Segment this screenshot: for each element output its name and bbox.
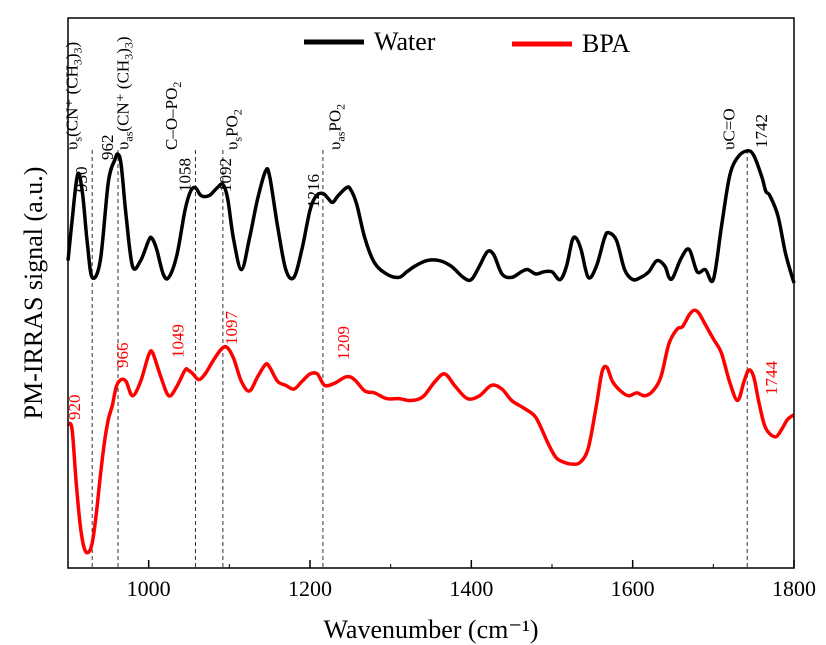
x-axis-title: Wavenumber (cm⁻¹) xyxy=(323,615,538,644)
y-axis-title: PM-IRRAS signal (a.u.) xyxy=(19,167,48,420)
series-line-bpa xyxy=(66,308,795,555)
peak-label-water: 1058 xyxy=(175,158,194,192)
band-annotation: υC=O xyxy=(719,108,738,150)
x-tick-label: 1600 xyxy=(611,576,655,601)
peak-label-bpa: 1209 xyxy=(334,326,353,360)
legend-label-bpa: BPA xyxy=(582,29,630,58)
peak-label-water: 1092 xyxy=(216,158,235,192)
band-annotation: υsPO2 xyxy=(222,109,244,150)
peak-label-bpa: 1049 xyxy=(168,324,187,358)
x-tick-label: 1400 xyxy=(449,576,493,601)
x-tick-label: 1200 xyxy=(288,576,332,601)
peak-label-water: 1216 xyxy=(304,174,323,208)
x-tick-label: 1000 xyxy=(127,576,171,601)
peak-label-bpa: 1744 xyxy=(762,361,781,396)
peak-label-water: 930 xyxy=(72,167,91,193)
legend-label-water: Water xyxy=(374,27,436,56)
peak-label-bpa: 1097 xyxy=(222,311,241,346)
band-annotation: υs(CN⁺ (CH3)3) xyxy=(63,42,85,150)
x-tick-label: 1800 xyxy=(772,576,816,601)
peak-label-water: 962 xyxy=(98,135,117,161)
legend: Water BPA xyxy=(304,27,630,58)
plot-frame xyxy=(67,17,795,569)
series-line-water xyxy=(66,148,796,284)
peak-label-bpa: 966 xyxy=(113,343,132,369)
band-annotation: C–O–PO2 xyxy=(162,82,184,150)
band-annotation: υas(CN⁺ (CH3)3) xyxy=(114,36,136,150)
peak-label-water: 1742 xyxy=(752,114,771,148)
plot-area: 930 920 962 966 1058 1049 1092 1097 1216 1209 1742… xyxy=(63,36,796,568)
peak-label-bpa: 920 xyxy=(65,395,84,421)
band-annotation: υasPO2 xyxy=(326,104,348,150)
x-axis-ticks: 1000 1200 1400 1600 1800 xyxy=(67,560,816,601)
